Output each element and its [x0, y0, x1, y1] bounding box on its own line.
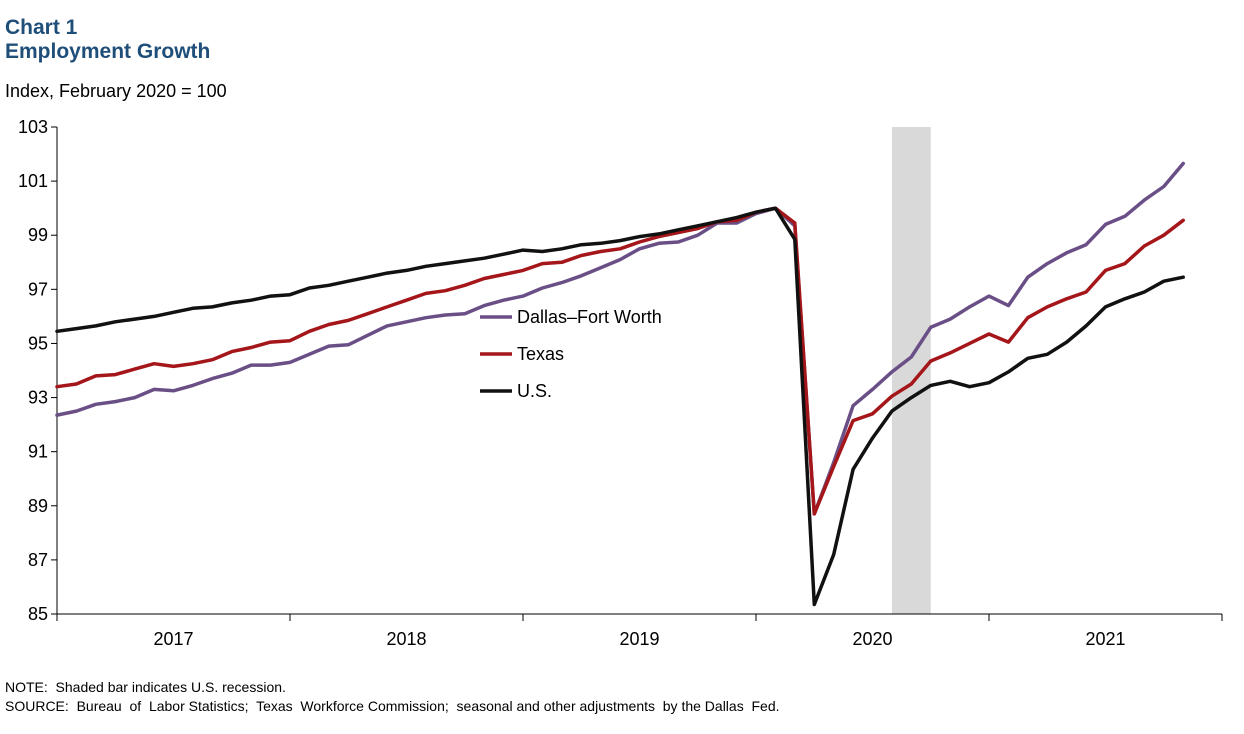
y-tick-label: 87: [28, 550, 48, 570]
y-tick-label: 97: [28, 279, 48, 299]
series-layer: [55, 161, 1185, 607]
axes-layer: 85 87 89 91 93 95 97 99 101 103 2017 2018 2019 2020 20…: [18, 117, 1223, 649]
x-tick-label: 2018: [386, 629, 426, 649]
chart-note: NOTE: Shaded bar indicates U.S. recessio…: [5, 679, 286, 695]
x-tick-label: 2019: [619, 629, 659, 649]
legend: Dallas–Fort Worth Texas U.S.: [480, 307, 662, 401]
y-tick-label: 85: [28, 604, 48, 624]
y-tick-label: 101: [18, 171, 48, 191]
y-tick-label: 99: [28, 225, 48, 245]
series-line-u-s: [55, 206, 1185, 607]
x-tick-label: 2021: [1085, 629, 1125, 649]
legend-label-texas: Texas: [517, 344, 564, 364]
chart-title: Employment Growth: [5, 40, 211, 63]
legend-label-u-s: U.S.: [517, 381, 552, 401]
x-tick-label: 2020: [852, 629, 892, 649]
x-tick-label: 2017: [153, 629, 193, 649]
chart-label: Chart 1: [5, 16, 78, 39]
series-line-texas: [55, 206, 1185, 516]
y-tick-label: 103: [18, 117, 48, 137]
legend-label-dallas-fort-worth: Dallas–Fort Worth: [517, 307, 662, 327]
y-tick-label: 93: [28, 388, 48, 408]
y-tick-label: 89: [28, 496, 48, 516]
y-tick-label: 91: [28, 442, 48, 462]
series-line-dallas-fort-worth: [55, 161, 1185, 516]
chart-source: SOURCE: Bureau of Labor Statistics; Texa…: [5, 698, 780, 714]
y-tick-label: 95: [28, 333, 48, 353]
y-axis-units-label: Index, February 2020 = 100: [5, 81, 227, 101]
